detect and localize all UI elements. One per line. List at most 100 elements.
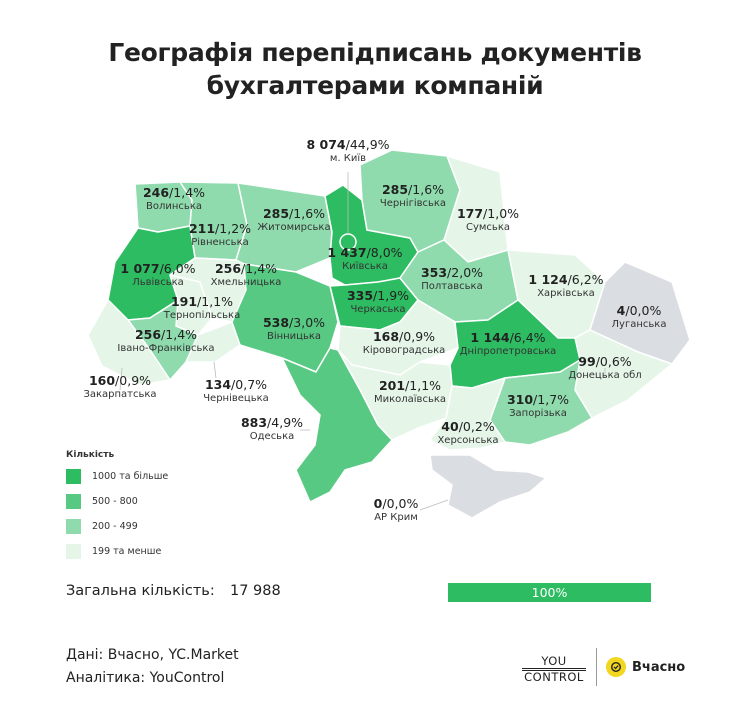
total-percent: 100% (531, 585, 568, 600)
chart-title: Географія перепідписань документів бухга… (0, 36, 750, 102)
value-luhanska: 4 (616, 303, 626, 318)
value-ivano-frankivska: 256 (134, 327, 162, 342)
name-zaporizka: Запорізька (509, 408, 567, 419)
legend: Кількість 1000 та більше 500 - 800 200 -… (66, 450, 168, 569)
leader-line-zakarpatska (119, 367, 123, 391)
name-khersonska: Херсонська (437, 435, 499, 446)
total-progress-fill: 100% (448, 583, 651, 602)
data-source: Дані: Вчасно, YC.Market (66, 647, 239, 663)
share-odeska: 4,9% (271, 415, 304, 430)
value-dnipropetrovska: 1 144 (470, 330, 510, 345)
share-zaporizka: 1,7% (537, 392, 570, 407)
name-kyiv-city: м. Київ (329, 153, 367, 164)
label-lvivska: 1 077/6,0% Львівська (118, 262, 198, 290)
name-vinnytska: Вінницька (266, 331, 322, 342)
share-rivnenska: 1,2% (219, 221, 252, 236)
label-kyivska: 1 437/8,0% Київська (325, 246, 405, 274)
analytics-credit: Аналітика: YouControl (66, 670, 225, 686)
region-crimea (429, 454, 547, 519)
legend-label: 200 - 499 (92, 521, 138, 532)
share-sumska: 1,0% (487, 206, 520, 221)
youcontrol-logo: YOU CONTROL (522, 655, 586, 684)
youcontrol-logo-line-1: YOU (522, 655, 586, 669)
name-kirovohradska: Кіровоградська (362, 345, 446, 356)
share-khersonska: 0,2% (462, 419, 495, 434)
youcontrol-logo-line-2: CONTROL (522, 670, 586, 684)
value-khmelnytska: 256 (214, 261, 242, 276)
value-zhytomyrska: 285 (262, 206, 290, 221)
label-ivano-frankivska: 256/1,4% Івано-Франківська (106, 328, 226, 356)
vchasno-check-icon (606, 657, 626, 677)
legend-swatch (66, 469, 81, 484)
total-label: Загальна кількість: (66, 583, 215, 599)
label-rivnenska: 211/1,2% Рівненська (182, 222, 258, 250)
value-odeska: 883 (240, 415, 268, 430)
label-sumska: 177/1,0% Сумська (453, 207, 523, 235)
share-kyivska: 8,0% (370, 245, 403, 260)
name-crimea: АР Крим (374, 512, 418, 523)
legend-title: Кількість (66, 450, 115, 460)
share-kyiv-city: 44,9% (349, 137, 390, 152)
label-crimea: 0/0,0% АР Крим (360, 497, 432, 525)
name-mykolaivska: Миколаївська (373, 394, 447, 405)
label-poltavska: 353/2,0% Полтавська (412, 266, 492, 294)
label-kyiv-city: 8 074/44,9% м. Київ (286, 138, 410, 166)
share-kirovohradska: 0,9% (403, 329, 436, 344)
value-chernihivska: 285 (381, 182, 409, 197)
label-cherkaska: 335/1,9% Черкаська (340, 289, 416, 317)
value-cherkaska: 335 (346, 288, 374, 303)
total-value: 17 988 (230, 583, 281, 599)
legend-swatch (66, 494, 81, 509)
label-chernivetska: 134/0,7% Чернівецька (194, 378, 278, 406)
label-kharkivska: 1 124/6,2% Харківська (526, 273, 606, 301)
share-zhytomyrska: 1,6% (293, 206, 326, 221)
name-luhanska: Луганська (611, 319, 667, 330)
value-poltavska: 353 (420, 265, 448, 280)
share-dnipropetrovska: 6,4% (513, 330, 546, 345)
value-khersonska: 40 (441, 419, 459, 434)
region-zakarpatska (87, 299, 171, 386)
value-vinnytska: 538 (262, 315, 290, 330)
label-mykolaivska: 201/1,1% Миколаївська (368, 379, 452, 407)
total-progress-bar: 100% (448, 583, 651, 602)
legend-item: 1000 та більше (66, 469, 168, 484)
vchasno-logo: Вчасно (606, 657, 685, 677)
label-luhanska: 4/0,0% Луганська (604, 304, 674, 332)
name-donetska: Донецька обл (568, 370, 642, 381)
name-lvivska: Львівська (132, 277, 184, 288)
name-poltavska: Полтавська (421, 281, 483, 292)
share-vinnytska: 3,0% (293, 315, 326, 330)
value-chernivetska: 134 (204, 377, 232, 392)
legend-label: 500 - 800 (92, 496, 138, 507)
legend-label: 199 та менше (92, 546, 162, 557)
share-khmelnytska: 1,4% (245, 261, 278, 276)
share-luhanska: 0,0% (629, 303, 662, 318)
value-sumska: 177 (456, 206, 484, 221)
value-kyiv-city: 8 074 (306, 137, 346, 152)
label-donetska: 99/0,6% Донецька обл (560, 355, 650, 383)
value-volynska: 246 (142, 185, 170, 200)
share-lvivska: 6,0% (163, 261, 196, 276)
legend-item: 500 - 800 (66, 494, 168, 509)
share-chernihivska: 1,6% (412, 182, 445, 197)
name-kharkivska: Харківська (537, 288, 595, 299)
leader-line-crimea (419, 499, 449, 511)
share-volynska: 1,4% (173, 185, 206, 200)
value-kyivska: 1 437 (327, 245, 367, 260)
total-summary: Загальна кількість: 17 988 (66, 583, 281, 599)
legend-swatch (66, 544, 81, 559)
label-chernihivska: 285/1,6% Чернігівська (373, 183, 453, 211)
share-kharkivska: 6,2% (571, 272, 604, 287)
title-line-2: бухгалтерами компаній (206, 71, 544, 100)
region-khersonska (429, 377, 506, 451)
share-crimea: 0,0% (386, 496, 419, 511)
name-cherkaska: Черкаська (350, 304, 406, 315)
label-zakarpatska: 160/0,9% Закарпатська (72, 374, 168, 402)
value-kirovohradska: 168 (372, 329, 400, 344)
value-zaporizka: 310 (506, 392, 534, 407)
label-ternopilska: 191/1,1% Тернопільська (163, 294, 241, 322)
name-ivano-frankivska: Івано-Франківська (117, 343, 215, 354)
name-sumska: Сумська (465, 222, 510, 233)
name-ternopilska: Тернопільська (163, 310, 241, 321)
name-odeska: Одеська (249, 431, 295, 442)
